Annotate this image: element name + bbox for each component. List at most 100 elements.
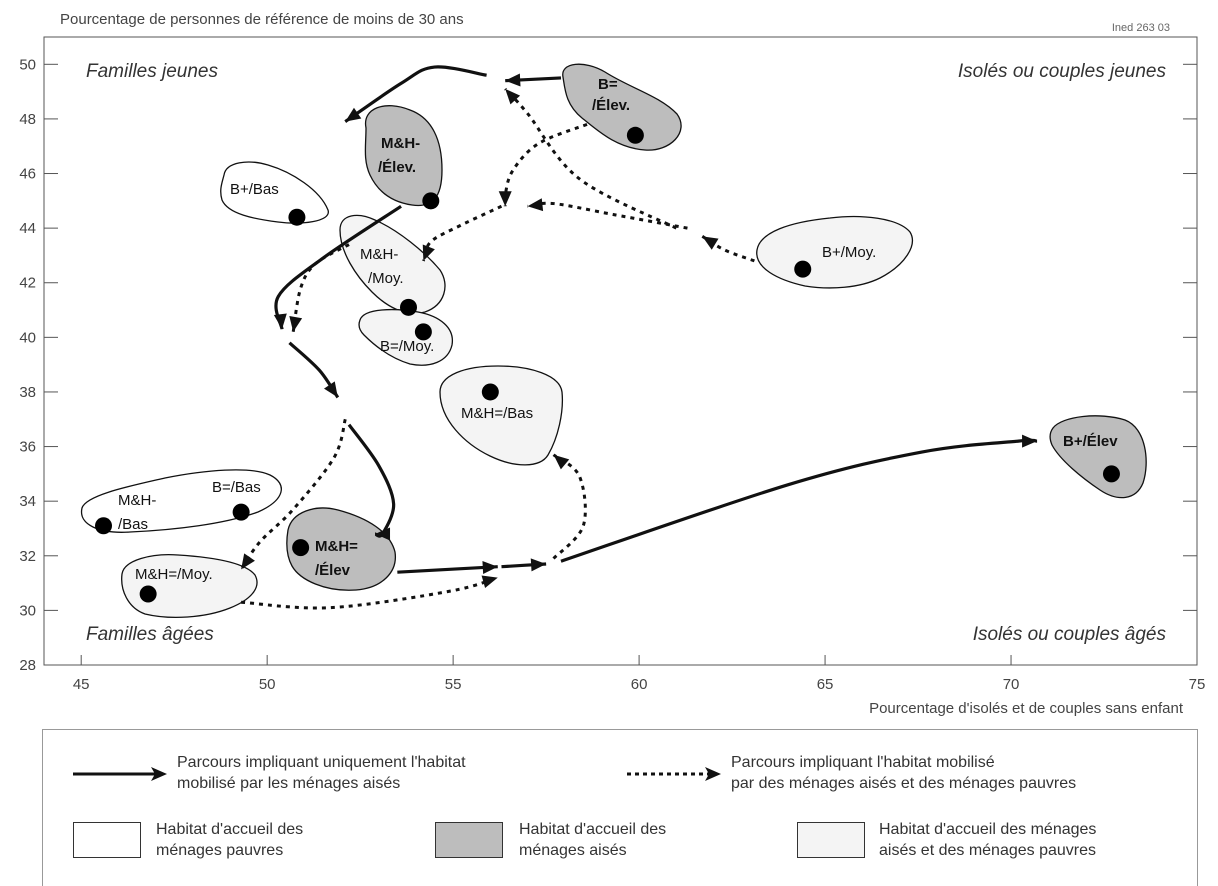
quadrant-label-bottom-left: Familles âgées — [86, 624, 214, 645]
trajectory-arrowhead — [505, 88, 521, 105]
legend-dotted-line-1: Parcours impliquant l'habitat mobilisé — [731, 754, 995, 771]
legend-dotted-line-2: par des ménages aisés et des ménages pau… — [731, 775, 1077, 792]
habitat-label-b-eq-elev: /Élev. — [592, 97, 630, 114]
habitat-label-b-plus-moy: B+/Moy. — [822, 244, 876, 261]
x-tick-label: 75 — [1189, 676, 1206, 693]
legend-mixtes-line-1: Habitat d'accueil des ménages — [879, 821, 1097, 838]
trajectory-arrowhead — [375, 527, 391, 541]
solid-trajectory — [560, 438, 1038, 563]
dotted-trajectory — [503, 122, 588, 207]
habitat-label-mh-minus-moy: /Moy. — [368, 270, 404, 287]
habitat-point-b-plus-elev — [1102, 465, 1120, 483]
x-tick-label: 70 — [1003, 676, 1020, 693]
habitat-label-b-plus-elev: B+/Élev — [1063, 433, 1118, 450]
x-tick-label: 55 — [445, 676, 462, 693]
y-tick-label: 28 — [19, 657, 36, 674]
legend-solid-line-1: Parcours impliquant uniquement l'habitat — [177, 754, 466, 771]
trajectory-arrowhead — [553, 454, 570, 470]
habitat-label-b-eq-bas: B=/Bas — [212, 479, 261, 496]
legend-mixtes-line-2: aisés et des ménages pauvres — [879, 842, 1097, 859]
y-tick-label: 46 — [19, 166, 36, 183]
legend-pauvres-line-1: Habitat d'accueil des — [156, 821, 304, 838]
solid-trajectory — [397, 565, 498, 574]
dotted-trajectory — [527, 201, 688, 230]
axes: 28 30 32 34 36 38 40 42 44 46 48 50 45 50 55 60 65 70 75 — [19, 36, 1206, 693]
dotted-trajectory — [291, 243, 350, 333]
habitat-label-b-eq-moy: B=/Moy. — [380, 338, 434, 355]
legend-dotted-arrow-icon — [627, 767, 721, 781]
habitat-label-mh-minus-bas: M&H- — [118, 492, 156, 509]
y-tick-label: 36 — [19, 439, 36, 456]
habitat-region-mh-minus-moy — [339, 214, 446, 315]
solid-trajectory — [344, 65, 487, 123]
trajectory-arrowhead — [345, 107, 362, 122]
trajectory-arrowhead — [481, 575, 498, 588]
trajectory-arrowhead — [289, 316, 303, 332]
habitat-label-mh-eq-bas: M&H=/Bas — [461, 405, 533, 422]
habitat-region-mh-minus-bas — [80, 469, 282, 533]
y-tick-label: 38 — [19, 384, 36, 401]
trajectory-arrowhead — [530, 558, 547, 572]
y-tick-label: 42 — [19, 275, 36, 292]
habitat-point-mh-eq-moy — [139, 585, 157, 603]
trajectory-arrowhead — [324, 381, 338, 398]
habitat-point-b-plus-bas — [288, 208, 306, 226]
habitat-label-mh-minus-bas: /Bas — [118, 516, 148, 533]
legend-swatch-mixtes — [797, 822, 865, 858]
trajectory-arrowhead — [527, 198, 544, 212]
y-tick-label: 34 — [19, 493, 36, 510]
trajectory-arrowhead — [273, 313, 287, 330]
source-tag: Ined 263 03 — [1112, 22, 1170, 34]
legend-dotted-label: Parcours impliquant l'habitat mobilisé p… — [731, 752, 1076, 794]
habitat-region-mh-eq-moy — [121, 554, 258, 619]
habitat-label-b-eq-elev: B= — [598, 76, 618, 93]
dotted-trajectory — [552, 453, 587, 560]
quadrant-label-top-right: Isolés ou couples jeunes — [958, 61, 1167, 82]
chart-svg: B= /Élev. M&H- /Élev. B+/Bas M&H- /Moy. B+/Moy.… — [19, 11, 1206, 717]
habitat-point-b-plus-moy — [794, 260, 812, 278]
habitat-point-mh-eq-bas — [481, 383, 499, 401]
y-axis-title: Pourcentage de personnes de référence de… — [60, 11, 464, 28]
habitat-region-b-eq-elev — [562, 63, 682, 151]
x-tick-label: 65 — [817, 676, 834, 693]
habitat-label-mh-minus-moy: M&H- — [360, 246, 398, 263]
x-tick-label: 50 — [259, 676, 276, 693]
habitat-region-b-plus-elev — [1049, 415, 1147, 499]
solid-trajectory — [274, 204, 402, 330]
habitat-point-b-eq-elev — [626, 126, 644, 144]
x-tick-label: 60 — [631, 676, 648, 693]
y-tick-label: 30 — [19, 602, 36, 619]
habitat-label-b-plus-bas: B+/Bas — [230, 181, 279, 198]
habitat-point-b-eq-moy — [414, 323, 432, 341]
habitat-point-b-eq-bas — [232, 503, 250, 521]
legend-pauvres-label: Habitat d'accueil des ménages pauvres — [156, 819, 303, 861]
quadrant-label-top-left: Familles jeunes — [86, 61, 218, 82]
trajectory-arrowhead — [505, 73, 521, 87]
habitat-point-mh-minus-elev — [422, 192, 440, 210]
habitat-label-mh-eq-moy: M&H=/Moy. — [135, 566, 213, 583]
habitat-region-mh-eq-bas — [439, 365, 564, 466]
habitat-region-mh-minus-elev — [364, 105, 443, 207]
habitat-label-mh-eq-elev: M&H= — [315, 538, 358, 555]
plot-frame — [43, 36, 1198, 666]
legend-solid-label: Parcours impliquant uniquement l'habitat… — [177, 752, 466, 794]
solid-trajectory — [347, 423, 396, 538]
x-tick-label: 45 — [73, 676, 90, 693]
y-tick-label: 40 — [19, 329, 36, 346]
trajectory-arrowhead — [702, 236, 719, 250]
habitat-points: B= /Élev. M&H- /Élev. B+/Bas M&H- /Moy. B+/Moy.… — [95, 76, 1120, 603]
legend-solid-line-2: mobilisé par les ménages aisés — [177, 775, 401, 792]
dotted-trajectory — [241, 576, 499, 610]
habitat-region-mh-eq-elev — [286, 507, 396, 591]
legend-pauvres-line-2: ménages pauvres — [156, 842, 284, 859]
legend-swatch-pauvres — [73, 822, 141, 858]
trajectory-paths — [239, 65, 1038, 610]
habitat-region-b-plus-bas — [220, 161, 329, 224]
habitat-label-mh-eq-elev: /Élev — [315, 562, 351, 579]
legend-aises-line-2: ménages aisés — [519, 842, 627, 859]
legend: Parcours impliquant uniquement l'habitat… — [42, 729, 1198, 886]
dotted-trajectory — [239, 418, 347, 571]
habitat-point-mh-minus-bas — [95, 517, 113, 535]
dotted-trajectory — [421, 204, 503, 262]
x-axis-title: Pourcentage d'isolés et de couples sans … — [869, 700, 1184, 717]
